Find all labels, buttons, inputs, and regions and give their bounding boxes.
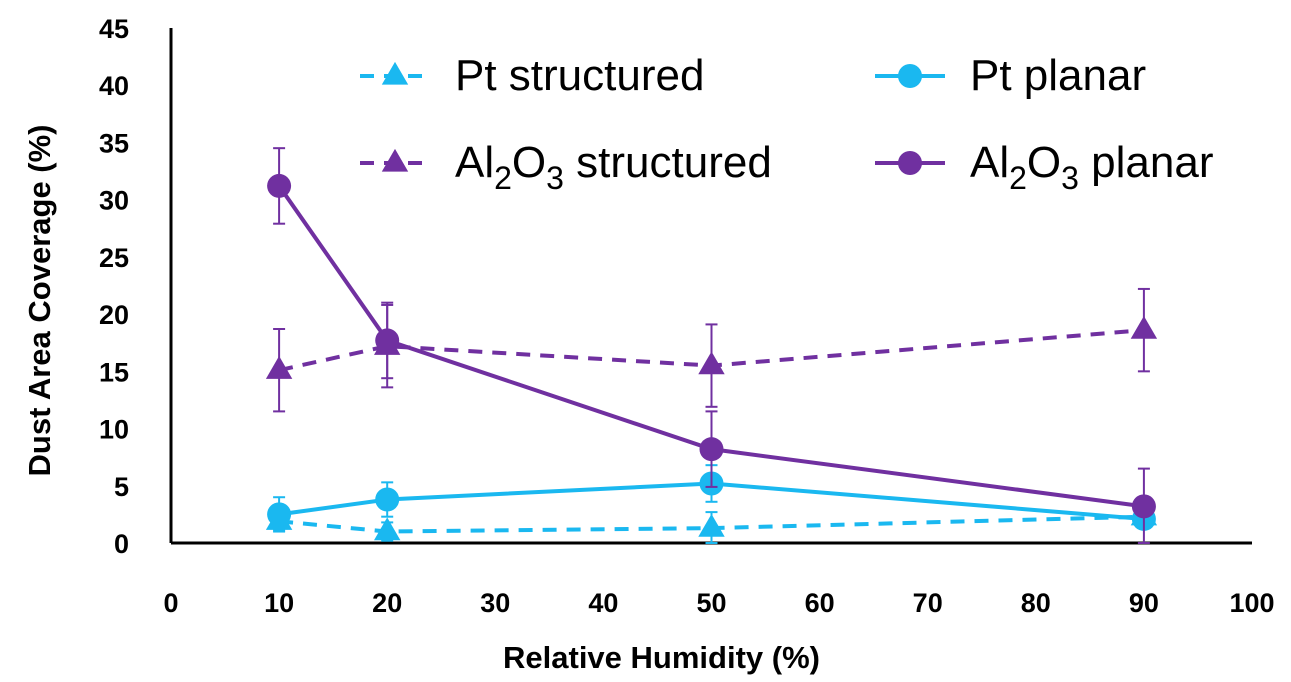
- legend-item: Al2O3 planar: [875, 138, 1214, 196]
- data-point: [267, 502, 292, 527]
- legend-label: Pt planar: [970, 51, 1146, 100]
- axes: 0 5 10 15 20 25 30 35 40 45 0 10 20 30 40 50 60 70 80 90 100: [99, 14, 1275, 618]
- legend-marker: [898, 64, 922, 88]
- data-point: [265, 356, 293, 379]
- y-tick-label: 5: [114, 472, 129, 502]
- x-tick-label: 80: [1021, 588, 1051, 618]
- x-tick-label: 0: [163, 588, 178, 618]
- data-point: [698, 351, 725, 375]
- x-tick-label: 40: [588, 588, 618, 618]
- x-axis-title: Relative Humidity (%): [503, 640, 820, 675]
- data-point: [698, 513, 725, 537]
- series-line: [277, 184, 1145, 509]
- series-layer: [265, 147, 1158, 544]
- legend-item: Pt planar: [875, 51, 1146, 100]
- data-point: [1131, 494, 1156, 519]
- y-tick-label: 35: [99, 128, 129, 158]
- x-tick-label: 70: [913, 588, 943, 618]
- legend-label: Al2O3 structured: [455, 138, 772, 196]
- data-point: [374, 517, 401, 541]
- legend: Pt structured Pt planar Al2O3 structured Al…: [360, 51, 1214, 196]
- series-line: [278, 514, 1144, 534]
- y-tick-label: 10: [99, 415, 129, 445]
- x-tick-label: 20: [372, 588, 402, 618]
- x-tick-label: 30: [480, 588, 510, 618]
- x-tick-label: 60: [805, 588, 835, 618]
- series-line: [278, 328, 1145, 373]
- y-tick-label: 20: [99, 300, 129, 330]
- legend-label: Pt structured: [455, 51, 704, 100]
- legend-item: Al2O3 structured: [360, 138, 772, 196]
- data-point: [375, 487, 400, 512]
- data-point: [375, 328, 400, 353]
- series: [267, 147, 1156, 544]
- data-point: [267, 173, 292, 198]
- y-tick-label: 40: [99, 71, 129, 101]
- legend-label: Al2O3 planar: [970, 138, 1214, 196]
- x-tick-label: 50: [696, 588, 726, 618]
- series-line: [278, 481, 1145, 521]
- data-point: [1130, 315, 1158, 339]
- y-axis-title: Dust Area Coverage (%): [22, 124, 57, 476]
- y-tick-label: 30: [99, 186, 129, 216]
- legend-marker: [898, 151, 922, 175]
- series: [265, 287, 1158, 413]
- legend-item: Pt structured: [360, 51, 704, 100]
- data-point: [699, 437, 724, 462]
- y-tick-label: 45: [99, 14, 129, 44]
- x-tick-label: 100: [1229, 588, 1274, 618]
- y-tick-label: 0: [114, 529, 129, 559]
- y-tick-label: 15: [99, 357, 129, 387]
- legend-marker: [381, 148, 409, 172]
- x-tick-label: 10: [264, 588, 294, 618]
- x-tick-label: 90: [1129, 588, 1159, 618]
- y-tick-label: 25: [99, 243, 129, 273]
- legend-marker: [381, 61, 409, 85]
